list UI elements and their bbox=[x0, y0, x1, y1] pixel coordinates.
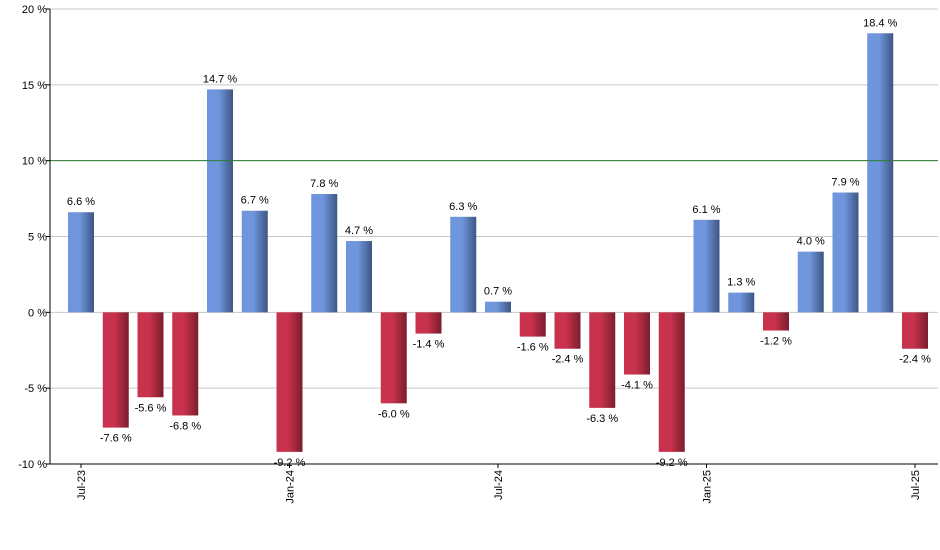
bar-2023-07 bbox=[68, 212, 94, 313]
bar-2024-02 bbox=[311, 194, 338, 313]
bar-2025-04 bbox=[797, 251, 824, 313]
bar-2024-01 bbox=[276, 312, 303, 452]
x-tick-label: Jul-24 bbox=[493, 470, 505, 500]
data-label-2024-05: -1.4 % bbox=[413, 339, 445, 351]
data-label-2023-07: 6.6 % bbox=[67, 196, 95, 208]
bar-2025-01 bbox=[693, 219, 720, 313]
data-label-2024-03: 4.7 % bbox=[345, 225, 373, 237]
data-label-2023-12: 6.7 % bbox=[241, 195, 269, 207]
data-label-2025-04: 4.0 % bbox=[797, 236, 825, 248]
x-tick-label: Jul-25 bbox=[910, 470, 922, 500]
data-label-2025-06: 18.4 % bbox=[863, 17, 897, 29]
y-tick-label: -10 % bbox=[18, 459, 47, 471]
data-label-2024-01: -9.2 % bbox=[274, 457, 306, 469]
y-tick-label: 0 % bbox=[28, 307, 47, 319]
x-tick-label: Jul-23 bbox=[76, 470, 88, 500]
data-label-2024-09: -2.4 % bbox=[552, 354, 584, 366]
bar-2024-10 bbox=[589, 312, 616, 408]
x-tick-label: Jan-25 bbox=[702, 470, 714, 504]
bar-2024-05 bbox=[415, 312, 442, 334]
bar-2023-11 bbox=[207, 89, 233, 313]
bar-2024-11 bbox=[624, 312, 650, 375]
data-label-2023-10: -6.8 % bbox=[169, 420, 201, 432]
data-label-2024-12: -9.2 % bbox=[656, 457, 688, 469]
data-label-2024-07: 0.7 % bbox=[484, 286, 512, 298]
bar-2023-09 bbox=[137, 312, 164, 398]
bar-2025-07 bbox=[902, 312, 928, 349]
data-label-2023-11: 14.7 % bbox=[203, 73, 237, 85]
y-tick-label: -5 % bbox=[24, 383, 47, 395]
y-tick-label: 15 % bbox=[22, 80, 47, 92]
y-tick-label: 5 % bbox=[28, 232, 47, 244]
bar-2023-10 bbox=[172, 312, 199, 416]
data-label-2023-09: -5.6 % bbox=[135, 402, 167, 414]
bar-2023-08 bbox=[102, 312, 129, 428]
data-label-2024-02: 7.8 % bbox=[310, 178, 338, 190]
bars bbox=[68, 33, 928, 452]
data-label-2025-07: -2.4 % bbox=[899, 354, 931, 366]
bar-2025-05 bbox=[832, 192, 859, 313]
bar-2024-07 bbox=[485, 301, 511, 313]
data-labels: 6.6 % -7.6 % -5.6 %-6.8 % 14.7 % 6.7 % -9.2 %… bbox=[67, 17, 931, 469]
bar-2024-12 bbox=[658, 312, 685, 452]
data-label-2025-03: -1.2 % bbox=[760, 336, 792, 348]
bar-2023-12 bbox=[241, 210, 268, 313]
bar-2024-08 bbox=[519, 312, 546, 337]
data-label-2023-08: -7.6 % bbox=[100, 433, 132, 445]
data-label-2024-10: -6.3 % bbox=[586, 413, 618, 425]
data-label-2024-06: 6.3 % bbox=[449, 201, 477, 213]
y-tick-label: 20 % bbox=[22, 4, 47, 16]
y-tick-labels: 20 % 15 % 10 % 5 % 0 % -5 % -10 % bbox=[18, 4, 50, 471]
bar-2025-02 bbox=[728, 292, 755, 313]
x-tick-label: Jan-24 bbox=[285, 470, 297, 504]
bar-2025-06 bbox=[867, 33, 894, 313]
data-label-2025-02: 1.3 % bbox=[727, 277, 755, 289]
bar-2024-04 bbox=[380, 312, 407, 404]
data-label-2024-11: -4.1 % bbox=[621, 380, 653, 392]
bar-2024-06 bbox=[450, 216, 477, 313]
data-label-2024-08: -1.6 % bbox=[517, 342, 549, 354]
x-tick-labels: Jul-23 Jan-24 Jul-24 Jan-25 Jul-25 bbox=[76, 464, 922, 504]
bar-2024-09 bbox=[554, 312, 581, 349]
y-tick-label: 10 % bbox=[22, 156, 47, 168]
bar-2025-03 bbox=[763, 312, 789, 331]
bar-2024-03 bbox=[346, 241, 372, 313]
data-label-2025-01: 6.1 % bbox=[692, 204, 720, 216]
data-label-2025-05: 7.9 % bbox=[831, 177, 859, 189]
data-label-2024-04: -6.0 % bbox=[378, 408, 410, 420]
